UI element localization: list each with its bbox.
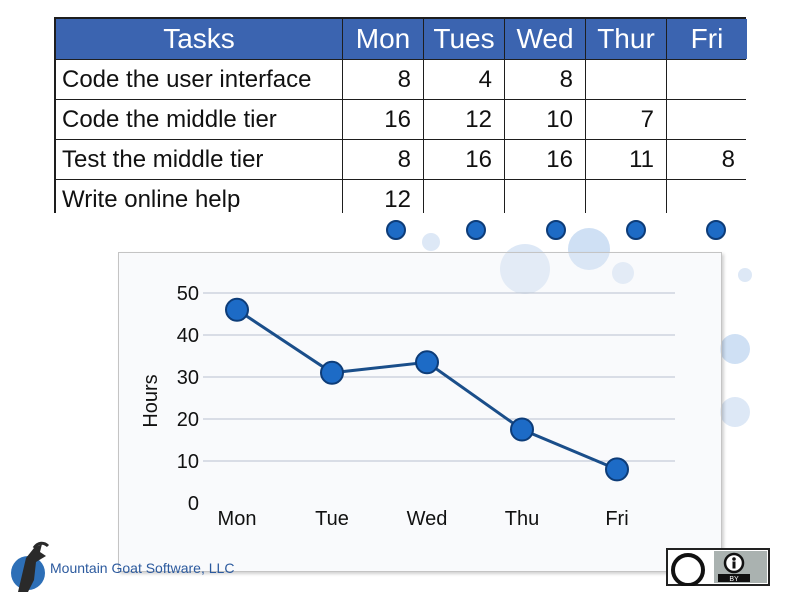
- day-marker-dot: [706, 220, 726, 240]
- day-marker-dot: [626, 220, 646, 240]
- table-cell: [667, 180, 747, 219]
- table-header-tasks: Tasks: [56, 19, 342, 59]
- y-tick-label: 40: [177, 325, 199, 347]
- table-cell: 12: [424, 100, 504, 139]
- table-cell: 8: [343, 60, 423, 99]
- table-cell: 7: [586, 100, 666, 139]
- table-cell: 12: [343, 180, 423, 219]
- table-cell: 10: [505, 100, 585, 139]
- data-point: [225, 297, 249, 322]
- decorative-circle: [720, 397, 750, 427]
- decorative-circle: [568, 228, 610, 270]
- y-tick-label: 10: [177, 451, 199, 473]
- table-cell: [586, 180, 666, 219]
- table-cell: 11: [586, 140, 666, 179]
- table-cell: 8: [667, 140, 747, 179]
- x-tick-label: Wed: [407, 508, 448, 530]
- decorative-circle: [738, 268, 752, 282]
- license-code: BY: [729, 576, 739, 583]
- table-header-tues: Tues: [424, 19, 504, 59]
- data-point: [510, 417, 534, 442]
- decorative-circle: [720, 334, 750, 364]
- table-cell: 16: [505, 140, 585, 179]
- task-name: Test the middle tier: [56, 140, 342, 179]
- table-cell: [586, 60, 666, 99]
- burndown-line-chart: 0 10 20 30 40 50 Mon Tue Wed Thu Fri Hours: [140, 283, 675, 530]
- table-cell: 4: [424, 60, 504, 99]
- decorative-circle: [612, 262, 634, 284]
- series-hours: [225, 297, 629, 482]
- y-tick-label: 20: [177, 409, 199, 431]
- company-name: Mountain Goat Software, LLC: [50, 560, 235, 576]
- task-hours-table: Tasks Mon Tues Wed Thur Fri Code the use…: [54, 17, 747, 219]
- day-marker-dot: [546, 220, 566, 240]
- task-name: Code the user interface: [56, 60, 342, 99]
- y-tick-label: 30: [177, 367, 199, 389]
- table-header-thur: Thur: [586, 19, 666, 59]
- x-tick-label: Mon: [218, 508, 257, 530]
- y-axis-title: Hours: [140, 374, 162, 427]
- data-point: [320, 360, 344, 385]
- data-point: [415, 350, 439, 375]
- y-axis-ticks: 0 10 20 30 40 50: [177, 283, 199, 515]
- day-marker-dot: [466, 220, 486, 240]
- goat-logo-icon: [11, 541, 50, 592]
- gridlines: [203, 292, 675, 462]
- x-tick-label: Thu: [505, 508, 539, 530]
- x-tick-label: Fri: [605, 508, 628, 530]
- table-cell: [424, 180, 504, 219]
- x-axis-ticks: Mon Tue Wed Thu Fri: [218, 508, 629, 530]
- table-cell: 16: [424, 140, 504, 179]
- x-tick-label: Tue: [315, 508, 349, 530]
- table-header-fri: Fri: [667, 19, 747, 59]
- data-point: [605, 457, 629, 482]
- table-header-wed: Wed: [505, 19, 585, 59]
- license-badge: BY: [666, 548, 770, 586]
- table-cell: 8: [343, 140, 423, 179]
- table-header-mon: Mon: [343, 19, 423, 59]
- burndown-chart-panel: 0 10 20 30 40 50 Mon Tue Wed Thu Fri Hours: [118, 252, 722, 572]
- table-cell: [667, 100, 747, 139]
- table-cell: [505, 180, 585, 219]
- y-tick-label: 0: [188, 493, 199, 515]
- table-cell: 16: [343, 100, 423, 139]
- y-tick-label: 50: [177, 283, 199, 305]
- table-cell: [667, 60, 747, 99]
- decorative-circle: [422, 233, 440, 251]
- task-name: Code the middle tier: [56, 100, 342, 139]
- task-name: Write online help: [56, 180, 342, 219]
- series-line: [236, 308, 618, 471]
- day-marker-dot: [386, 220, 406, 240]
- cc-logo-icon: [671, 553, 705, 586]
- table-cell: 8: [505, 60, 585, 99]
